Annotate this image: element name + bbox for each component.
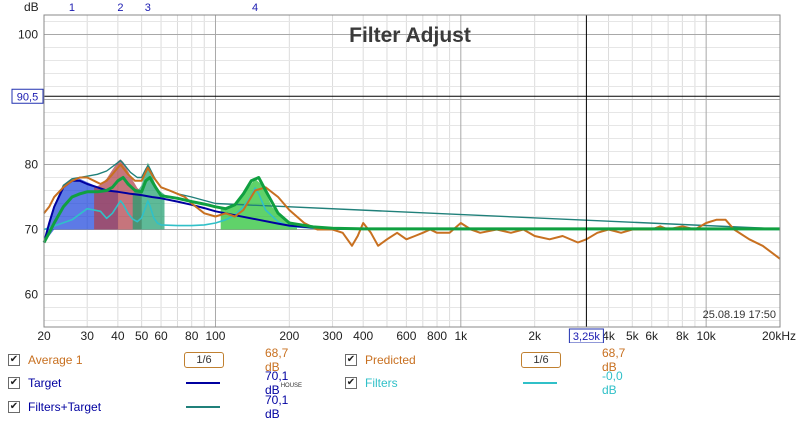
plot-area	[44, 15, 780, 327]
legend-label-target: Target	[28, 376, 62, 390]
cursor-x-value: 3,25k	[573, 331, 600, 343]
x-tick-label: 400	[353, 329, 373, 343]
cursor-y-value: 90,5	[17, 91, 38, 103]
x-tick-label: 5k	[626, 329, 640, 343]
series-line-predicted	[42, 176, 780, 244]
plot-frame	[43, 14, 781, 328]
checkbox-average-1[interactable]: ✔	[8, 354, 20, 366]
filter-adjust-chart[interactable]: dB 60 70 80 100 20 30 40 50 60 80 100 200 300 400 600 80…	[0, 0, 800, 343]
legend-value-target: 70,1 dBHOUSE	[265, 369, 302, 397]
chart-timestamp: 25.08.19 17:50	[703, 309, 776, 321]
chart-plot-svg[interactable]: dB 60 70 80 100 20 30 40 50 60 80 100 200 300 400 600 80…	[0, 0, 800, 343]
chart-title: Filter Adjust	[349, 24, 471, 47]
legend-label-filters-target: Filters+Target	[28, 400, 102, 414]
legend-value-target-sup: HOUSE	[280, 383, 303, 389]
y-tick-label: 80	[25, 158, 39, 172]
legend-filters-target[interactable]: ✔ Filters+Target 70,1 dB	[8, 393, 288, 421]
x-tick-label: 20kHz	[762, 329, 796, 343]
legend-panel: ✔ Average 1 1/6 68,7 dB ✔ Predicted 1/6 …	[0, 343, 800, 422]
x-tick-label: 30	[81, 329, 95, 343]
legend-label-predicted: Predicted	[365, 353, 416, 367]
legend-value-average-1: 68,7 dB	[265, 346, 289, 374]
checkbox-filters[interactable]: ✔	[345, 377, 357, 389]
filter-marker-label: 3	[145, 2, 151, 14]
x-tick-label: 20	[37, 329, 51, 343]
x-tick-label: 100	[205, 329, 225, 343]
checkbox-predicted[interactable]: ✔	[345, 354, 357, 366]
x-tick-label: 6k	[645, 329, 659, 343]
x-tick-label: 80	[185, 329, 199, 343]
x-tick-label: 800	[427, 329, 447, 343]
cursor-x-value-box	[568, 328, 604, 343]
x-tick-label: 2k	[528, 329, 542, 343]
legend-average-1[interactable]: ✔ Average 1 1/6 68,7 dB	[8, 346, 288, 374]
legend-label-filters: Filters	[365, 376, 398, 390]
smoothing-icon-average-1[interactable]: 1/6	[184, 352, 224, 368]
legend-value-filters-target: 70,1 dB	[265, 393, 289, 421]
filter-marker-label: 2	[117, 2, 123, 14]
legend-value-target-text: 70,1 dB	[265, 369, 289, 397]
legend-filters[interactable]: ✔ Filters -0,0 dB	[345, 369, 623, 397]
x-tick-label: 600	[396, 329, 416, 343]
series-line-filters	[43, 187, 780, 231]
y-tick-label: 70	[25, 223, 39, 237]
x-tick-label: 10k	[696, 329, 716, 343]
filter-marker-label: 4	[252, 2, 258, 14]
cursor-y-value-box	[11, 88, 44, 104]
x-tick-label: 8k	[676, 329, 690, 343]
y-tick-label: 60	[25, 288, 39, 302]
legend-label-average-1: Average 1	[28, 353, 83, 367]
x-tick-label: 50	[135, 329, 149, 343]
legend-target[interactable]: ✔ Target 70,1 dBHOUSE	[8, 369, 302, 397]
x-tick-label: 300	[323, 329, 343, 343]
filter-marker-label: 1	[69, 2, 75, 14]
legend-predicted[interactable]: ✔ Predicted 1/6 68,7 dB	[345, 346, 625, 374]
x-tick-label: 4k	[602, 329, 616, 343]
x-tick-label: 40	[111, 329, 125, 343]
x-tick-label: 60	[154, 329, 168, 343]
line-swatch-filters	[523, 382, 557, 384]
y-axis-unit-label: dB	[24, 0, 39, 14]
legend-value-predicted: 68,7 dB	[602, 346, 626, 374]
line-swatch-target	[186, 382, 220, 384]
legend-value-filters: -0,0 dB	[602, 369, 623, 397]
smoothing-icon-predicted[interactable]: 1/6	[521, 352, 561, 368]
line-swatch-filters-target	[186, 406, 220, 408]
checkbox-target[interactable]: ✔	[8, 377, 20, 389]
checkbox-filters-target[interactable]: ✔	[8, 401, 20, 413]
x-tick-label: 200	[279, 329, 299, 343]
y-tick-label: 100	[18, 28, 38, 42]
x-tick-label: 1k	[454, 329, 468, 343]
